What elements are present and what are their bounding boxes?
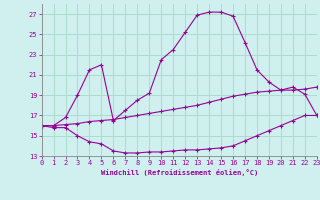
X-axis label: Windchill (Refroidissement éolien,°C): Windchill (Refroidissement éolien,°C) bbox=[100, 169, 258, 176]
